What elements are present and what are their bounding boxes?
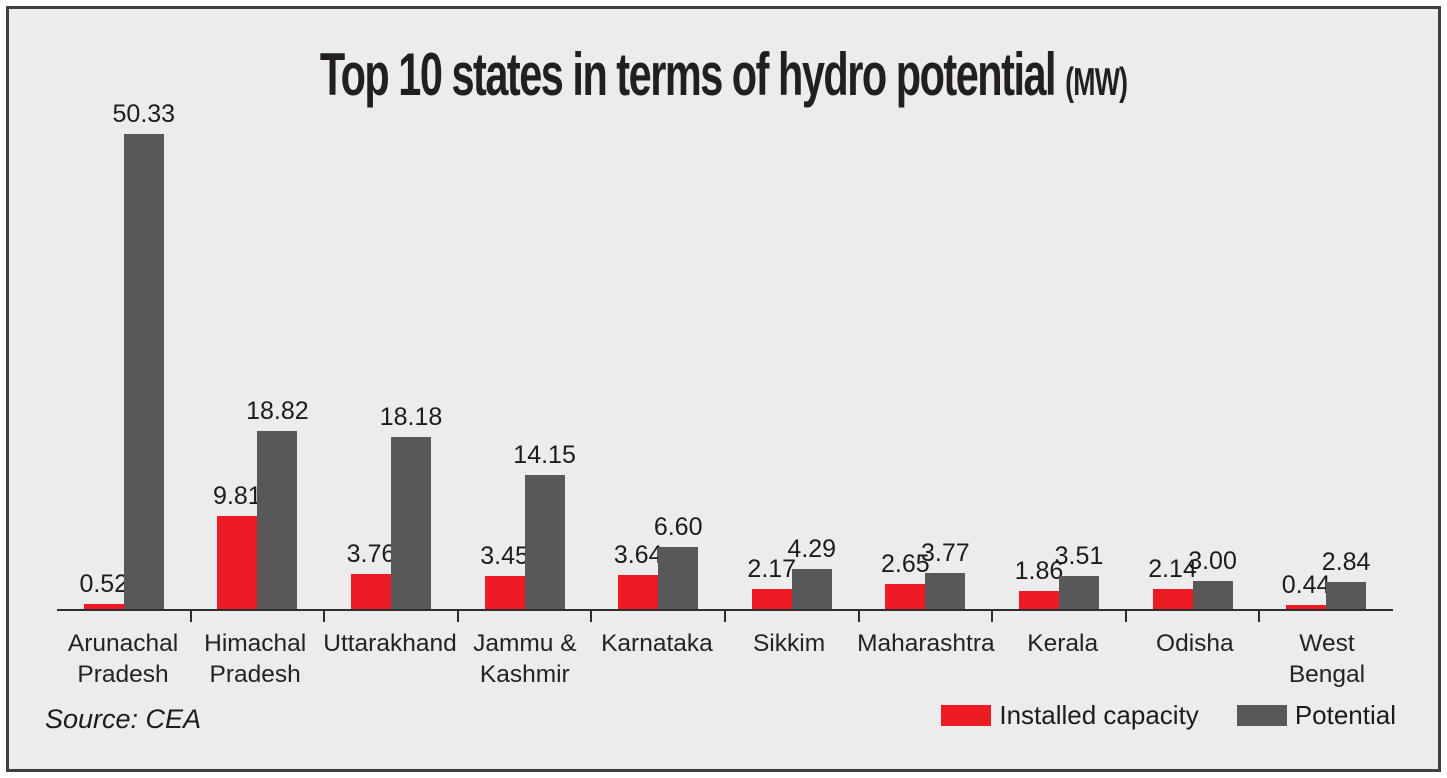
bar-group: 2.17 4.29 <box>725 131 859 609</box>
bar-value-label: 3.64 <box>613 540 663 569</box>
bar-value-label: 2.84 <box>1321 548 1371 577</box>
category-label: Kerala <box>1027 630 1099 657</box>
bar-value-label: 0.44 <box>1281 570 1331 599</box>
bar-value-label: 3.51 <box>1054 541 1104 570</box>
legend-item-installed: Installed capacity <box>941 700 1199 731</box>
category-label: Odisha <box>1156 630 1234 657</box>
bar-value-label: 3.45 <box>480 542 529 571</box>
legend-swatch-installed <box>941 705 992 726</box>
bar-value-label: 9.81 <box>213 482 262 511</box>
legend: Installed capacity Potential <box>903 700 1396 731</box>
bar-installed: 3.45 <box>480 542 529 609</box>
bar-potential: 14.15 <box>513 441 576 609</box>
bar-value-label: 2.14 <box>1148 554 1197 583</box>
legend-item-potential: Potential <box>1236 700 1396 731</box>
bar-value-label: 3.77 <box>921 539 970 568</box>
chart-title-text: Top 10 states in terms of hydro potentia… <box>319 40 1057 109</box>
bar-group: 0.52 50.33 <box>57 100 191 609</box>
bar-value-label: 3.00 <box>1188 546 1237 575</box>
bar-installed: 9.81 <box>213 482 262 609</box>
category-labels: Arunachal Pradesh Himachal Pradesh Uttarak… <box>57 629 1393 690</box>
axis-tick <box>857 611 860 622</box>
bar-installed: 3.76 <box>347 540 395 609</box>
bar-group: 1.86 3.51 <box>992 131 1126 609</box>
bar-installed: 2.65 <box>881 550 930 609</box>
bar-groups: 0.52 50.33 9.81 18.82 3.76 18.18 3.45 14.15 3.64… <box>57 100 1393 609</box>
bar-group: 3.64 6.60 <box>591 131 725 609</box>
bar-installed: 3.64 <box>614 541 663 609</box>
bar-value-label: 0.52 <box>79 570 129 599</box>
bar-installed: 2.14 <box>1148 555 1197 609</box>
bar-value-label: 14.15 <box>513 441 576 470</box>
bar-potential: 3.51 <box>1055 542 1103 609</box>
bar-value-label: 6.60 <box>653 512 703 541</box>
bar-potential: 3.77 <box>921 539 970 609</box>
axis-tick <box>189 611 192 622</box>
legend-label-potential: Potential <box>1294 700 1396 730</box>
axis-tick <box>724 611 726 622</box>
chart-title-unit: (MW) <box>1065 59 1128 104</box>
chart-figure: Top 10 states in terms of hydro potentia… <box>6 6 1441 772</box>
bar-potential: 18.82 <box>246 397 309 609</box>
bar-potential: 50.33 <box>113 100 175 609</box>
bar-group: 9.81 18.82 <box>191 131 325 609</box>
axis-tick <box>590 611 593 622</box>
bar-installed: 1.86 <box>1015 557 1063 609</box>
axis-tick <box>456 611 459 622</box>
category-label: Sikkim <box>752 630 826 657</box>
bar-group: 3.45 14.15 <box>458 131 592 609</box>
bar-group: 2.65 3.77 <box>859 131 993 609</box>
bar-installed: 0.52 <box>79 570 128 609</box>
axis-tick <box>1124 611 1127 622</box>
bar-installed: 0.44 <box>1282 571 1330 609</box>
bar-value-label: 4.29 <box>787 534 837 563</box>
bar-value-label: 18.82 <box>246 397 309 426</box>
x-axis-line <box>57 609 1393 611</box>
bar-value-label: 3.76 <box>346 539 396 568</box>
bar-value-label: 50.33 <box>112 99 176 128</box>
bar-potential: 6.60 <box>654 513 703 609</box>
bar-installed: 2.17 <box>747 555 796 609</box>
category-label: Himachal Pradesh <box>204 630 307 688</box>
axis-tick <box>991 611 994 622</box>
bar-potential: 4.29 <box>787 535 836 609</box>
chart-canvas: Top 10 states in terms of hydro potentia… <box>6 6 1441 772</box>
legend-swatch-potential <box>1236 705 1287 726</box>
category-label: Jammu & Kashmir <box>473 630 577 688</box>
category-label: Maharashtra <box>857 630 995 657</box>
category-label: Arunachal Pradesh <box>67 630 179 688</box>
bar-value-label: 2.65 <box>881 550 930 578</box>
bar-value-label: 2.17 <box>747 554 797 583</box>
bar-group: 3.76 18.18 <box>324 131 458 609</box>
bar-value-label: 1.86 <box>1014 557 1064 586</box>
legend-label-installed: Installed capacity <box>999 700 1199 730</box>
category-label: Karnataka <box>601 630 713 657</box>
bar-potential: 3.00 <box>1188 547 1237 609</box>
source-label: Source: CEA <box>45 704 202 734</box>
bar-potential: 18.18 <box>380 403 442 609</box>
x-axis-ticks <box>57 611 1393 622</box>
bar-potential: 2.84 <box>1322 548 1370 609</box>
bar-group: 2.14 3.00 <box>1126 131 1260 609</box>
chart-title: Top 10 states in terms of hydro potentia… <box>9 39 1438 108</box>
category-label: Uttarakhand <box>323 630 457 657</box>
axis-tick <box>1258 611 1261 622</box>
category-label: West Bengal <box>1288 630 1366 688</box>
bar-group: 0.44 2.84 <box>1259 131 1393 609</box>
axis-tick <box>323 611 326 622</box>
bar-value-label: 18.18 <box>379 403 443 432</box>
